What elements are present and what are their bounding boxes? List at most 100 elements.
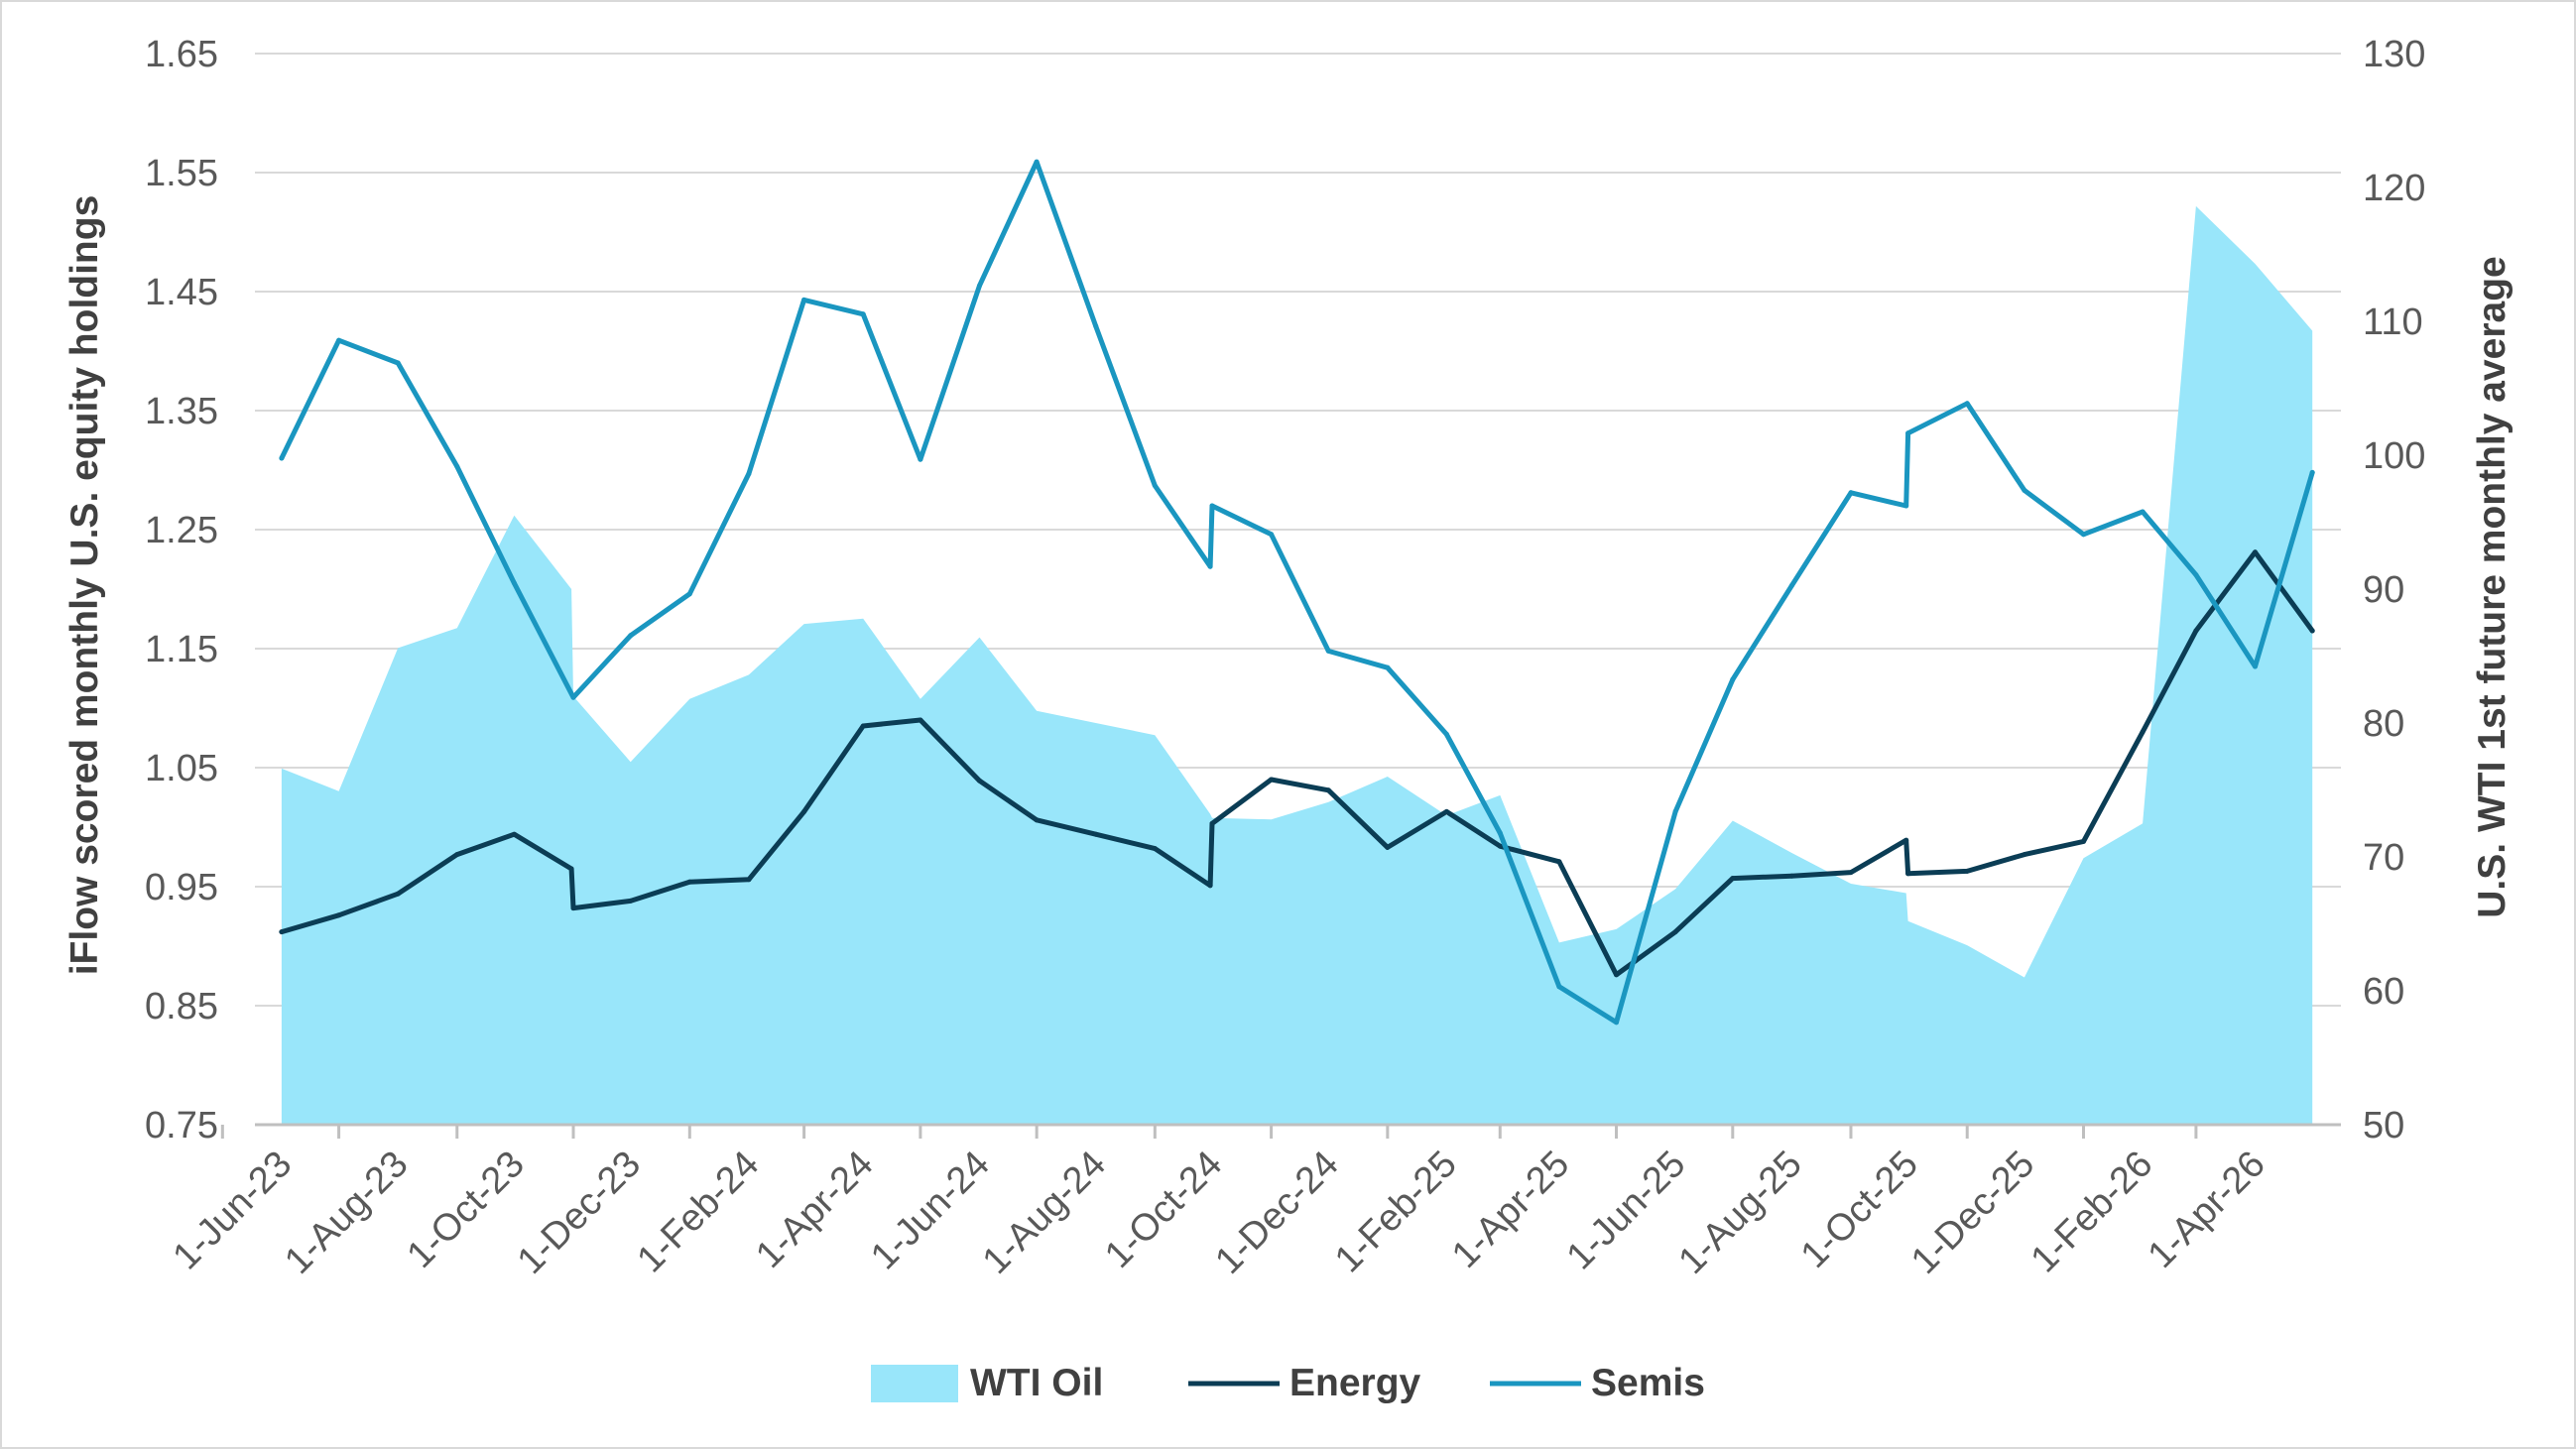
- energy-point: [1385, 844, 1391, 850]
- energy-point: [1209, 820, 1215, 826]
- x-tick-label: 1-Apr-24: [748, 1144, 881, 1276]
- y2-tick-label: 90: [2363, 569, 2404, 611]
- y-tick-label: 1.25: [145, 510, 218, 551]
- y2-tick-label: 120: [2363, 168, 2425, 209]
- semis-point: [1443, 731, 1449, 737]
- energy-point: [1443, 808, 1449, 814]
- energy-point: [1152, 846, 1158, 852]
- semis-point: [801, 297, 807, 302]
- semis-point: [860, 311, 866, 317]
- semis-point: [2022, 487, 2027, 493]
- y2-tick-label: 100: [2363, 435, 2425, 477]
- semis-point: [1497, 830, 1503, 836]
- x-tick-label: 1-Dec-24: [1207, 1144, 1346, 1282]
- energy-point: [511, 831, 517, 837]
- semis-line: [279, 159, 2315, 1026]
- energy-point: [1730, 876, 1736, 882]
- energy-point: [1093, 831, 1099, 837]
- wti-oil-area-fill: [281, 205, 2313, 1125]
- semis-point: [918, 456, 923, 462]
- energy-point: [395, 891, 401, 897]
- y2-tick-label: 80: [2363, 703, 2404, 745]
- y-tick-label: 1.15: [145, 629, 218, 670]
- x-tick-label: 1-Feb-26: [2024, 1144, 2161, 1281]
- energy-point: [454, 852, 460, 858]
- x-tick-label: 1-Feb-25: [1327, 1144, 1465, 1281]
- energy-point: [746, 877, 752, 883]
- x-tick-label: 1-Apr-25: [1444, 1144, 1577, 1276]
- energy-point: [977, 778, 982, 784]
- semis-point: [2193, 572, 2199, 578]
- y-tick-label: 1.65: [145, 34, 218, 75]
- y2-tick-label: 130: [2363, 34, 2425, 75]
- energy-point: [1034, 817, 1040, 823]
- semis-point: [1385, 664, 1391, 670]
- x-tick-label: 1-Aug-25: [1671, 1144, 1810, 1282]
- y-tick-label: 1.45: [145, 272, 218, 313]
- semis-point: [1269, 532, 1275, 538]
- energy-point: [1903, 837, 1909, 843]
- x-tick-label: 1-Apr-26: [2141, 1144, 2273, 1276]
- semis-point: [1848, 490, 1854, 496]
- semis-point: [1207, 563, 1213, 569]
- semis-point: [1325, 648, 1331, 654]
- y-tick-label: 0.95: [145, 867, 218, 908]
- semis-point: [686, 591, 692, 597]
- energy-point: [1905, 871, 1911, 877]
- energy-point: [336, 912, 342, 918]
- legend-label-semis: Semis: [1591, 1362, 1705, 1404]
- semis-point: [395, 360, 401, 366]
- x-tick-label: 1-Jun-23: [166, 1144, 301, 1278]
- energy-point: [1325, 787, 1331, 793]
- energy-point: [2022, 852, 2027, 858]
- energy-point: [801, 808, 807, 814]
- y2-axis-title: U.S. WTI 1st future monthly average: [2471, 256, 2514, 917]
- semis-point: [1672, 808, 1678, 814]
- semis-point: [1614, 1020, 1619, 1026]
- energy-point: [2081, 838, 2086, 844]
- semis-point: [2253, 664, 2258, 669]
- energy-point: [628, 898, 634, 904]
- x-tick-label: 1-Dec-25: [1903, 1144, 2042, 1282]
- energy-point: [1788, 873, 1794, 879]
- y2-tick-label: 70: [2363, 837, 2404, 879]
- x-tick-label: 1-Feb-24: [630, 1144, 768, 1281]
- wti-oil-area: [281, 205, 2313, 1125]
- y-tick-label: 1.55: [145, 153, 218, 194]
- semis-point: [336, 337, 342, 343]
- energy-point: [686, 879, 692, 885]
- x-tick-label: 1-Aug-23: [277, 1144, 416, 1282]
- semis-point: [628, 633, 634, 639]
- semis-point: [279, 455, 285, 461]
- y2-tick-label: 60: [2363, 971, 2404, 1013]
- axes: [220, 1123, 2341, 1139]
- semis-point: [1905, 430, 1911, 436]
- energy-point: [570, 906, 576, 911]
- semis-point: [2140, 509, 2146, 515]
- semis-point: [1964, 401, 1970, 407]
- semis-point: [1034, 159, 1040, 165]
- semis-point: [2081, 532, 2086, 538]
- semis-point: [1209, 503, 1215, 509]
- energy-point: [860, 723, 866, 729]
- semis-point: [977, 283, 982, 289]
- semis-point: [1152, 483, 1158, 489]
- y-tick-label: 0.85: [145, 986, 218, 1027]
- x-tick-label: 1-Jun-24: [863, 1144, 998, 1278]
- x-tick-label: 1-Dec-23: [510, 1144, 649, 1282]
- y-tick-label: 1.35: [145, 391, 218, 432]
- energy-point: [1614, 972, 1619, 978]
- energy-point: [1672, 929, 1678, 935]
- semis-point: [511, 580, 517, 586]
- x-tick-label: 1-Aug-24: [975, 1144, 1114, 1282]
- y-tick-label: 1.05: [145, 748, 218, 789]
- energy-point: [2309, 628, 2315, 634]
- semis-point: [1903, 503, 1909, 509]
- semis-point: [1730, 676, 1736, 682]
- semis-point: [1093, 323, 1099, 329]
- energy-point: [279, 929, 285, 935]
- semis-point: [1788, 582, 1794, 588]
- semis-point: [454, 463, 460, 469]
- y-tick-label: 0.75: [145, 1105, 218, 1147]
